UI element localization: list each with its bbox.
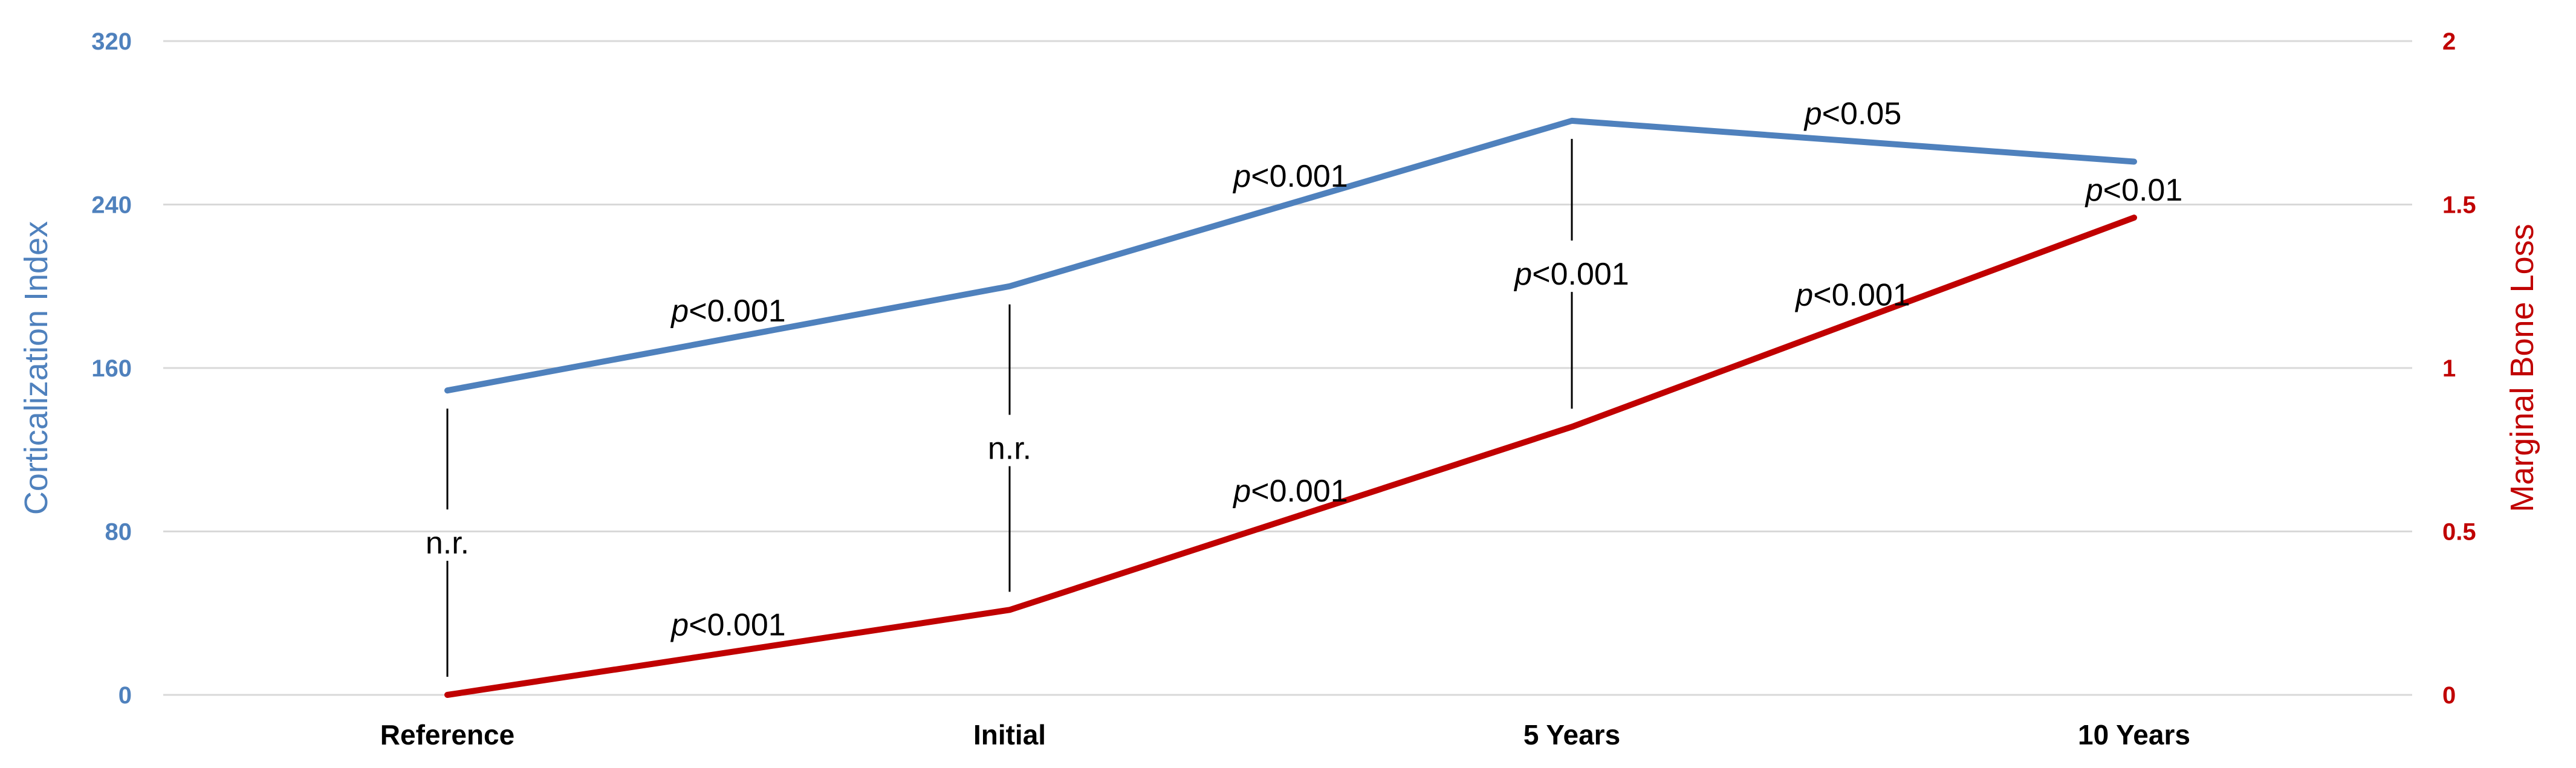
- corticalization-index-line: [444, 117, 2137, 394]
- category-label: 5 Years: [1523, 719, 1620, 750]
- mbl-segment-pvalue: p<0.001: [1794, 277, 1910, 312]
- right-tick-label: 2: [2442, 28, 2456, 55]
- axis-ticks: 0 0 80 0.5 160 1 240 1.5 320 2 Reference Initial 5 Y…: [91, 28, 2476, 750]
- correlation-label: n.r.: [426, 526, 469, 561]
- significance-annotations: p<0.001 p<0.001 p<0.05 p<0.001 p<0.001 p<0.00…: [426, 97, 2182, 643]
- correlation-connectors: [446, 138, 1573, 677]
- right-axis-title: Marginal Bone Loss: [2504, 224, 2540, 512]
- left-tick-label: 320: [91, 28, 132, 55]
- right-tick-label: 0.5: [2442, 519, 2476, 546]
- mbl-segment-pvalue: p<0.001: [670, 608, 785, 643]
- left-tick-label: 80: [105, 519, 132, 546]
- left-tick-label: 240: [91, 192, 132, 219]
- left-axis-title: Corticalization Index: [18, 221, 54, 515]
- gridlines: [163, 40, 2412, 696]
- ci-segment-pvalue: p<0.001: [1232, 159, 1348, 194]
- right-tick-label: 0: [2442, 682, 2456, 709]
- correlation-label: n.r.: [988, 431, 1031, 466]
- series-lines: [444, 117, 2137, 698]
- left-tick-label: 0: [118, 682, 132, 709]
- ci-segment-pvalue: p<0.001: [670, 294, 785, 329]
- right-tick-label: 1: [2442, 355, 2456, 382]
- ci-segment-pvalue: p<0.05: [1803, 97, 1902, 132]
- correlation-label: p<0.001: [1513, 257, 1629, 292]
- category-label: Initial: [973, 719, 1046, 750]
- category-label: 10 Years: [2078, 719, 2190, 750]
- marginal-bone-loss-line: [444, 215, 2137, 698]
- correlation-label: p<0.01: [2084, 173, 2183, 208]
- left-tick-label: 160: [91, 355, 132, 382]
- mbl-segment-pvalue: p<0.001: [1232, 474, 1348, 509]
- right-tick-label: 1.5: [2442, 192, 2476, 219]
- category-label: Reference: [380, 719, 514, 750]
